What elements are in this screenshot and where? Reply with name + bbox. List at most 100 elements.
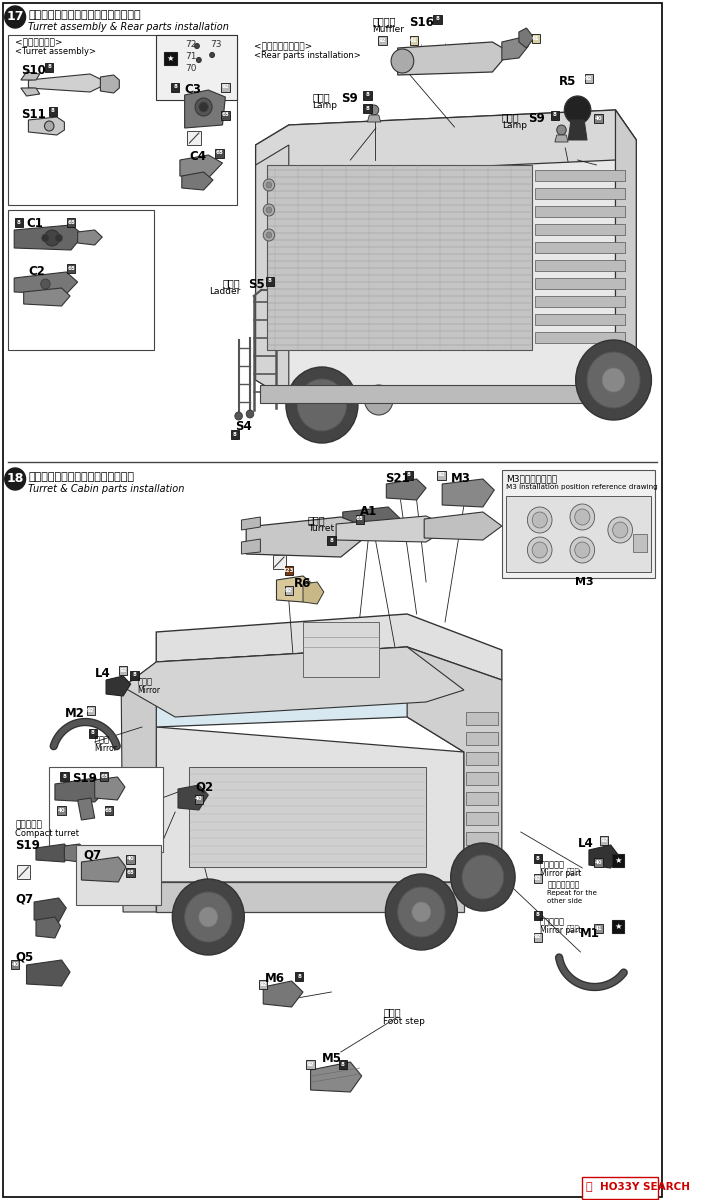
Circle shape	[185, 892, 232, 942]
Bar	[45, 62, 53, 72]
Polygon shape	[157, 727, 464, 882]
Bar	[284, 586, 293, 594]
Polygon shape	[442, 479, 494, 506]
Text: other side: other side	[548, 898, 583, 904]
Bar	[221, 110, 230, 120]
Text: S11: S11	[21, 108, 46, 121]
Text: 61: 61	[532, 36, 540, 41]
Bar	[466, 792, 498, 805]
Bar	[550, 110, 559, 120]
Bar	[535, 224, 625, 235]
Polygon shape	[310, 1062, 362, 1092]
Circle shape	[199, 102, 208, 112]
Text: 323: 323	[283, 568, 295, 572]
Polygon shape	[55, 778, 110, 802]
Circle shape	[263, 204, 274, 216]
Text: 40: 40	[58, 808, 65, 812]
Text: 72: 72	[185, 40, 197, 49]
Text: 8: 8	[173, 84, 177, 90]
Text: Q7: Q7	[84, 850, 102, 862]
Bar	[67, 264, 75, 272]
Text: ミラー部分: ミラー部分	[540, 917, 564, 926]
Text: 8: 8	[268, 278, 272, 283]
Text: 73: 73	[210, 40, 222, 49]
Text: S9: S9	[341, 92, 357, 104]
Polygon shape	[589, 845, 618, 868]
Text: 8: 8	[297, 973, 301, 978]
Circle shape	[55, 234, 62, 242]
Text: 92: 92	[585, 76, 592, 80]
Text: Q5: Q5	[15, 950, 34, 962]
Circle shape	[570, 538, 595, 563]
Text: 92: 92	[437, 473, 445, 478]
Bar	[60, 772, 69, 780]
Text: Q2: Q2	[195, 780, 213, 793]
Polygon shape	[180, 155, 223, 178]
Bar	[535, 170, 625, 181]
Bar	[535, 188, 625, 199]
Polygon shape	[256, 110, 636, 175]
Bar	[8, 210, 154, 350]
Text: Compact turret: Compact turret	[15, 829, 79, 838]
Text: ライト: ライト	[312, 92, 330, 102]
Polygon shape	[256, 110, 636, 400]
Bar	[405, 470, 413, 480]
Text: 71: 71	[185, 52, 197, 61]
Text: Lamp: Lamp	[312, 101, 338, 110]
Text: はしご: はしご	[223, 278, 241, 288]
Text: M3 installation position reference drawing: M3 installation position reference drawi…	[505, 484, 657, 490]
Circle shape	[246, 410, 253, 418]
Polygon shape	[555, 134, 568, 142]
Bar	[409, 36, 418, 44]
Text: S16: S16	[409, 16, 434, 29]
Bar	[612, 853, 625, 866]
Bar	[466, 772, 498, 785]
Text: 68: 68	[127, 870, 135, 875]
Text: 8: 8	[407, 473, 411, 478]
Polygon shape	[367, 115, 380, 122]
Text: 8: 8	[366, 92, 369, 97]
Text: C1: C1	[27, 217, 44, 230]
Polygon shape	[398, 42, 510, 74]
Polygon shape	[28, 74, 102, 92]
Circle shape	[44, 230, 60, 246]
Bar	[633, 534, 647, 552]
Text: 8: 8	[341, 1062, 345, 1067]
Bar	[363, 103, 371, 113]
Bar	[76, 845, 161, 905]
Bar	[17, 865, 30, 878]
Text: 40: 40	[595, 115, 602, 120]
Bar	[126, 868, 135, 876]
Text: ミラー: ミラー	[138, 677, 152, 686]
Text: 40: 40	[127, 857, 135, 862]
Text: 40: 40	[11, 961, 19, 966]
Polygon shape	[78, 230, 102, 245]
Text: HO33Y SEARCH: HO33Y SEARCH	[600, 1182, 690, 1192]
Circle shape	[527, 506, 552, 533]
Text: 92: 92	[285, 588, 293, 593]
Circle shape	[532, 512, 548, 528]
Circle shape	[41, 234, 49, 242]
Bar	[130, 671, 139, 679]
Bar	[303, 622, 379, 677]
Circle shape	[564, 96, 591, 124]
Polygon shape	[14, 272, 78, 294]
Text: Muffler: Muffler	[372, 25, 404, 34]
Bar	[531, 34, 540, 42]
Text: 8: 8	[536, 856, 540, 860]
Circle shape	[5, 468, 25, 490]
Bar	[355, 515, 364, 523]
Text: M3: M3	[451, 472, 470, 485]
Text: 92: 92	[534, 935, 542, 940]
Text: R5: R5	[559, 74, 576, 88]
Polygon shape	[256, 145, 289, 400]
Bar	[11, 960, 20, 968]
Text: 足掛け: 足掛け	[383, 1007, 401, 1018]
Bar	[594, 924, 603, 932]
Circle shape	[263, 229, 274, 241]
Text: Turret & Cabin parts installation: Turret & Cabin parts installation	[28, 484, 185, 494]
Bar	[306, 1060, 314, 1068]
Text: 放水銃: 放水銃	[307, 515, 325, 526]
Text: A1: A1	[360, 505, 377, 518]
Text: 40: 40	[595, 859, 602, 864]
